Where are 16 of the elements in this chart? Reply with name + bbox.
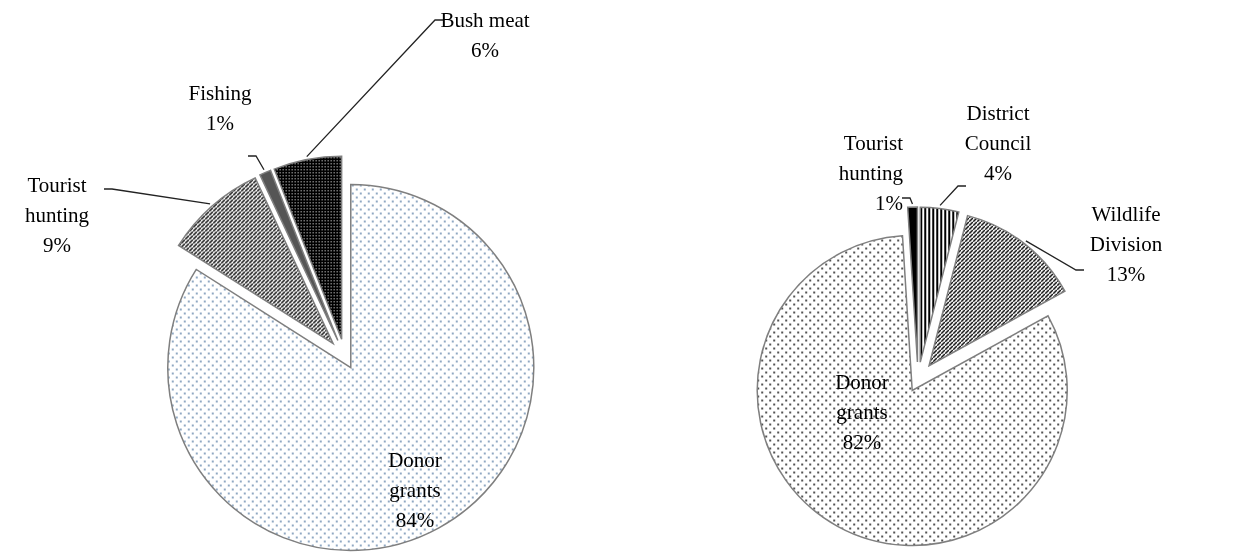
slice-label: Wildlife Division xyxy=(1089,202,1163,256)
data-label: 4% xyxy=(984,161,1012,185)
data-label: 9% xyxy=(43,233,71,257)
data-label: 82% xyxy=(842,430,882,454)
data-label: 84% xyxy=(395,508,435,532)
slice-label: District Council xyxy=(964,101,1032,155)
slice-label: Donor grants xyxy=(835,370,889,424)
data-label: 13% xyxy=(1106,262,1146,286)
slice-label: Donor grants xyxy=(388,448,442,502)
slice-label: Fishing xyxy=(188,81,252,105)
slice-label: Tourist hunting xyxy=(838,131,904,185)
slice-label: Tourist hunting xyxy=(24,173,90,227)
data-label: 6% xyxy=(471,38,499,62)
slice-label: Bush meat xyxy=(440,8,530,32)
data-label: 1% xyxy=(206,111,234,135)
data-label: 1% xyxy=(875,191,903,215)
